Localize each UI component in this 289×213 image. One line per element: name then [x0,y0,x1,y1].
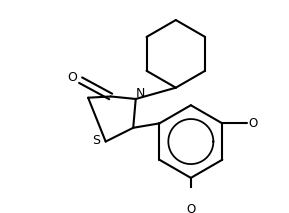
Text: O: O [186,203,195,213]
Text: O: O [67,71,77,84]
Text: O: O [248,117,257,130]
Text: N: N [136,88,145,101]
Text: S: S [92,134,100,147]
